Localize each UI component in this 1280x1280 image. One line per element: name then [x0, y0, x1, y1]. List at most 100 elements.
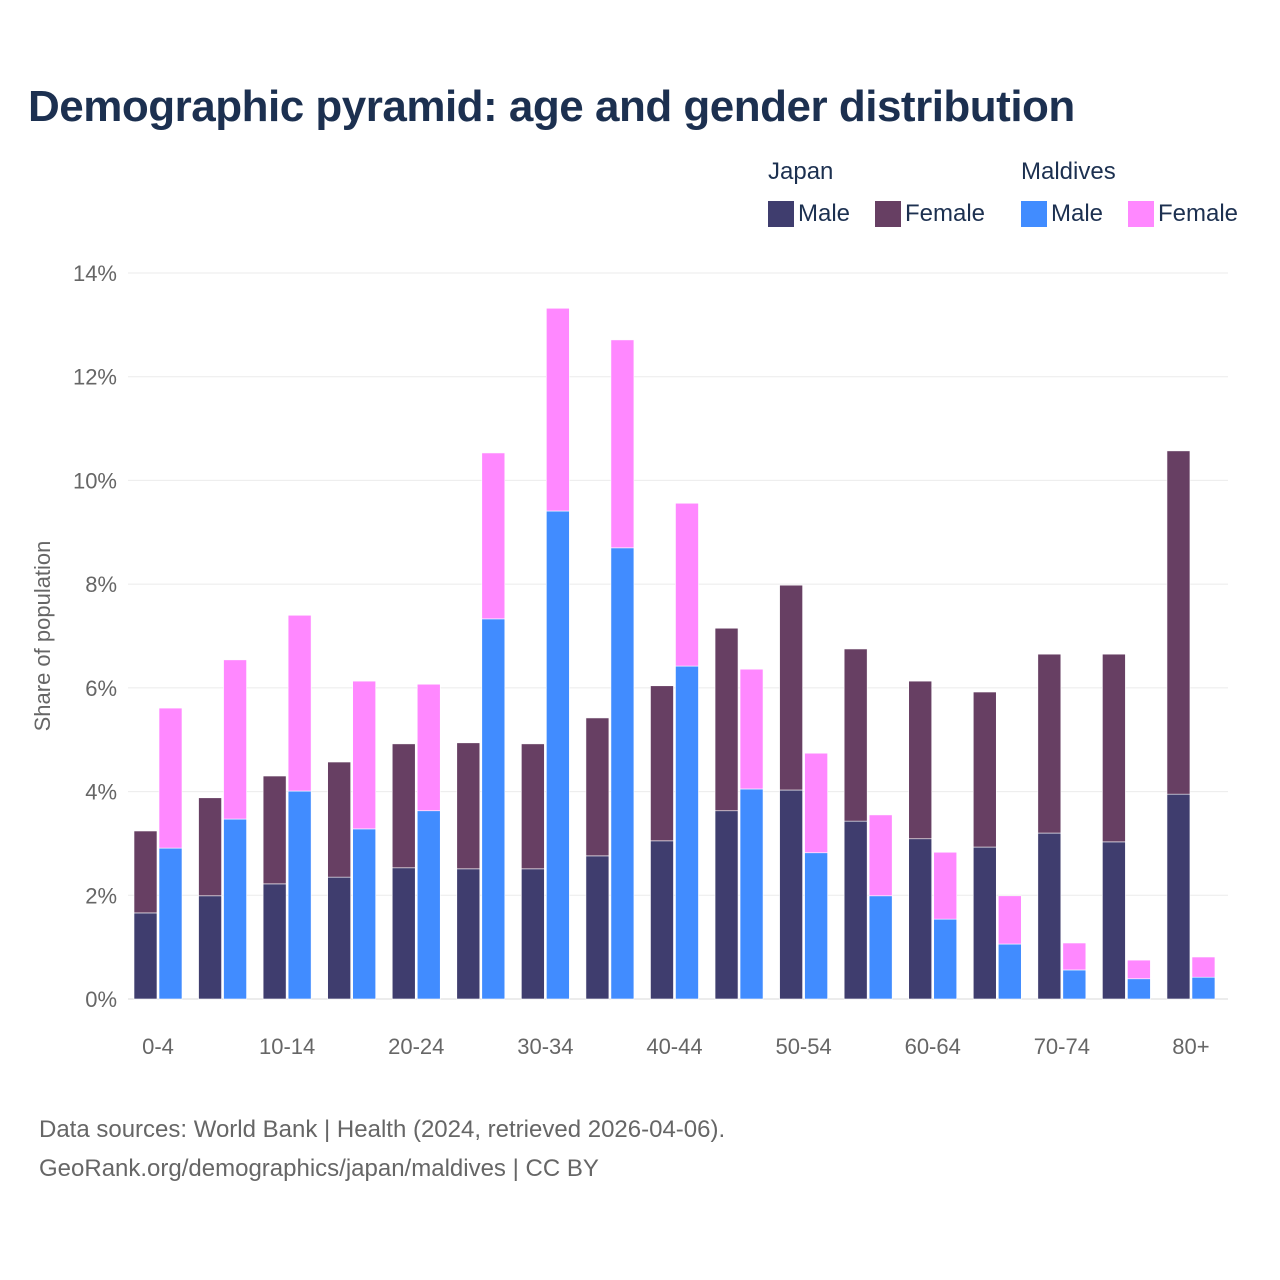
bar-maldives-female [481, 452, 506, 620]
bar-japan-male [262, 883, 287, 1000]
bar-maldives-male [287, 790, 312, 1000]
bar-japan-male [843, 820, 868, 1000]
bar-maldives-female [416, 683, 441, 812]
bar-maldives-female [223, 659, 247, 820]
y-tick-label: 12% [73, 365, 117, 390]
x-tick-label: 50-54 [775, 1034, 831, 1059]
bar-maldives-female [287, 614, 312, 792]
bar-japan-male [972, 846, 997, 1000]
chart-title: Demographic pyramid: age and gender dist… [28, 82, 1075, 131]
legend-group-maldives: Maldives [1021, 158, 1116, 185]
x-tick-label: 60-64 [905, 1034, 961, 1059]
bar-maldives-female [610, 339, 635, 549]
source-line-2: GeoRank.org/demographics/japan/maldives … [39, 1155, 599, 1182]
legend-maldives-male[interactable]: Male [1021, 200, 1103, 228]
bar-maldives-male [158, 847, 183, 1000]
bar-maldives-male [416, 810, 441, 1000]
bar-japan-female [1037, 653, 1062, 834]
legend-label: Female [905, 200, 986, 227]
x-tick-label: 10-14 [259, 1034, 315, 1059]
y-tick-label: 14% [73, 261, 117, 286]
bar-maldives-female [675, 502, 699, 667]
x-tick-label: 40-44 [646, 1034, 702, 1059]
bar-maldives-female [804, 752, 828, 854]
y-tick-label: 10% [73, 468, 117, 493]
bar-japan-female [456, 742, 481, 870]
bar-maldives-female [1127, 959, 1151, 980]
bar-japan-male [391, 867, 416, 1000]
bar-japan-male [133, 912, 158, 1000]
legend-label: Female [1158, 200, 1239, 227]
bar-maldives-female [352, 680, 376, 830]
bar-japan-female [585, 717, 610, 857]
bar-japan-male [585, 855, 610, 1000]
bar-japan-male [714, 810, 739, 1000]
bar-maldives-male [352, 828, 376, 1000]
bar-japan-male [521, 868, 545, 1000]
y-tick-label: 4% [85, 780, 117, 805]
bar-japan-female [650, 685, 674, 842]
bar-japan-female [1102, 653, 1126, 843]
legend-swatch [1128, 201, 1154, 227]
bar-maldives-female [868, 814, 893, 897]
bar-japan-female [327, 761, 351, 878]
bar-japan-male [1037, 832, 1062, 1000]
bar-japan-male [650, 840, 674, 1000]
bar-maldives-female [933, 851, 958, 920]
bar-japan-female [714, 627, 739, 812]
bar-maldives-female [997, 895, 1022, 945]
bar-maldives-male [1191, 976, 1216, 1000]
bar-maldives-male [546, 510, 570, 1000]
bar-japan-female [972, 691, 997, 848]
x-tick-label: 30-34 [517, 1034, 573, 1059]
legend-swatch [1021, 201, 1047, 227]
bar-japan-female [908, 680, 933, 840]
bar-japan-female [843, 648, 868, 822]
y-tick-label: 8% [85, 572, 117, 597]
legend-swatch [768, 201, 794, 227]
legend-japan-female[interactable]: Female [875, 200, 985, 228]
bar-japan-female [1166, 450, 1191, 795]
bar-japan-male [1166, 793, 1191, 1000]
bar-japan-male [198, 895, 222, 1000]
bar-maldives-male [868, 895, 893, 1000]
bar-japan-male [779, 789, 803, 1000]
x-tick-label: 20-24 [388, 1034, 444, 1059]
bar-japan-female [198, 797, 222, 897]
bar-japan-female [779, 584, 803, 791]
bar-maldives-female [739, 668, 764, 790]
bar-maldives-male [610, 547, 635, 1000]
bar-japan-male [327, 876, 351, 1000]
legend-label: Male [1051, 200, 1104, 227]
legend-maldives-female[interactable]: Female [1128, 200, 1238, 228]
bar-japan-male [1102, 841, 1126, 1000]
source-line-1: Data sources: World Bank | Health (2024,… [39, 1116, 726, 1143]
bar-maldives-female [1191, 956, 1216, 978]
bar-maldives-male [997, 943, 1022, 1000]
bar-maldives-male [1127, 978, 1151, 1000]
x-tick-label: 80+ [1172, 1034, 1209, 1059]
legend-group-japan: Japan [768, 158, 834, 185]
bar-japan-male [908, 838, 933, 1000]
legend-swatch [875, 201, 901, 227]
bar-maldives-male [933, 918, 958, 1000]
bar-maldives-male [675, 665, 699, 1000]
y-tick-label: 6% [85, 676, 117, 701]
bar-maldives-male [1062, 969, 1087, 1000]
legend-label: Male [798, 200, 851, 227]
bar-maldives-male [223, 818, 247, 1000]
bar-japan-female [521, 743, 545, 870]
bar-japan-female [133, 830, 158, 914]
bar-maldives-female [546, 307, 570, 512]
bar-japan-male [456, 868, 481, 1000]
bar-maldives-female [1062, 942, 1087, 971]
bar-maldives-male [804, 852, 828, 1000]
bar-maldives-male [739, 788, 764, 1000]
y-tick-label: 2% [85, 883, 117, 908]
legend-japan-male[interactable]: Male [768, 200, 850, 228]
x-tick-label: 0-4 [142, 1034, 174, 1059]
bar-japan-female [391, 743, 416, 869]
bar-maldives-female [158, 707, 183, 849]
y-tick-label: 0% [85, 987, 117, 1012]
